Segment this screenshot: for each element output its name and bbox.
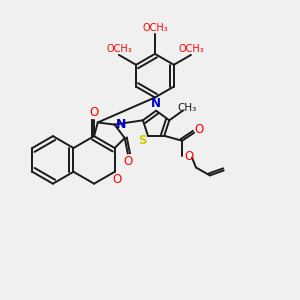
- Text: N: N: [151, 97, 161, 110]
- Text: N: N: [116, 118, 127, 131]
- Text: O: O: [194, 123, 204, 136]
- Text: O: O: [123, 155, 132, 168]
- Text: O: O: [184, 150, 194, 163]
- Text: CH₃: CH₃: [178, 103, 197, 113]
- Text: S: S: [138, 134, 146, 147]
- Text: OCH₃: OCH₃: [142, 23, 168, 33]
- Text: O: O: [112, 173, 121, 186]
- Text: OCH₃: OCH₃: [106, 44, 132, 54]
- Text: O: O: [89, 106, 99, 119]
- Text: OCH₃: OCH₃: [178, 44, 204, 54]
